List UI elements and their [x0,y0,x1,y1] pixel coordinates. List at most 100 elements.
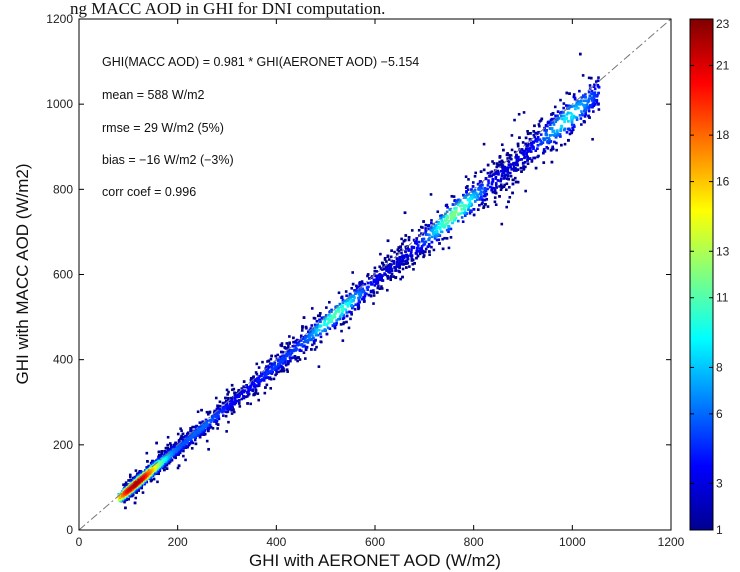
scatter-point [440,219,444,222]
scatter-point [486,187,489,191]
scatter-point [540,117,544,121]
scatter-point [385,288,389,292]
scatter-point [147,464,150,468]
scatter-point [588,104,592,107]
scatter-point [584,113,587,116]
colorbar-tick-label: 6 [716,407,723,421]
scatter-point [512,165,516,169]
scatter-point [258,382,261,385]
scatter-point [566,111,570,115]
scatter-point [193,425,197,429]
scatter-point [517,112,521,116]
scatter-point [382,264,386,268]
scatter-point [496,169,500,173]
scatter-point [358,282,361,285]
scatter-point [596,79,600,83]
scatter-point [556,110,560,113]
scatter-point [583,105,586,109]
scatter-point [452,215,456,218]
scatter-point [326,326,330,330]
scatter-point [242,390,246,394]
scatter-point [316,328,319,332]
scatter-point [403,238,407,242]
scatter-point [269,377,273,381]
scatter-point [202,433,206,436]
scatter-point [402,256,406,260]
scatter-point [293,348,296,351]
scatter-point [576,100,580,103]
scatter-point [180,437,183,441]
scatter-point [537,130,540,134]
scatter-point [231,388,234,392]
scatter-point [428,233,431,237]
scatter-point [572,93,576,96]
scatter-point [544,124,548,128]
scatter-point [519,166,523,170]
scatter-point [448,208,452,211]
scatter-point [221,409,224,412]
scatter-point [339,305,343,309]
scatter-point [182,436,186,439]
scatter-point [485,198,489,201]
scatter-point [212,411,216,414]
scatter-point [410,245,414,249]
colorbar [689,18,714,531]
scatter-point [288,342,291,345]
scatter-point [410,257,414,261]
scatter-point [226,393,229,396]
scatter-point [428,236,431,240]
scatter-point [499,179,502,183]
scatter-point [230,396,234,400]
y-tick-label: 800 [53,182,73,196]
scatter-point [328,300,331,304]
scatter-point [526,132,530,136]
scatter-point [471,185,475,188]
scatter-point [306,338,310,342]
scatter-point [588,94,592,98]
scatter-point [198,433,202,437]
scatter-point [451,203,455,206]
scatter-point [340,296,344,299]
scatter-point [553,134,556,138]
scatter-point [563,120,566,123]
scatter-point [304,335,308,339]
scatter-point [225,430,228,433]
scatter-point [588,84,592,87]
scatter-point [580,102,583,106]
scatter-point [197,426,201,430]
scatter-point [216,408,220,411]
scatter-point [381,261,385,265]
scatter-point [214,396,218,400]
scatter-point [314,338,317,342]
scatter-point [424,223,428,227]
scatter-point [357,296,360,300]
scatter-point [523,155,527,159]
scatter-point [571,128,575,132]
scatter-point [390,272,394,276]
scatter-point [394,276,398,279]
scatter-point [292,340,295,344]
scatter-point [463,206,466,210]
scatter-point [522,152,525,155]
scatter-point [590,97,593,100]
scatter-point [227,390,230,394]
scatter-point [595,99,599,102]
scatter-point [558,133,562,136]
scatter-point [266,376,269,379]
scatter-point [129,475,132,479]
scatter-point [514,180,518,184]
scatter-point [299,334,303,338]
scatter-point [529,147,532,150]
scatter-point [287,361,290,365]
scatter-point [342,321,346,324]
scatter-point [226,396,230,400]
scatter-point [388,267,391,270]
scatter-point [468,211,472,215]
scatter-point [315,325,319,329]
scatter-point [315,319,319,323]
scatter-point [551,133,555,137]
scatter-point [393,265,396,269]
scatter-point [383,258,387,261]
scatter-point [522,161,525,165]
scatter-point [406,257,410,261]
